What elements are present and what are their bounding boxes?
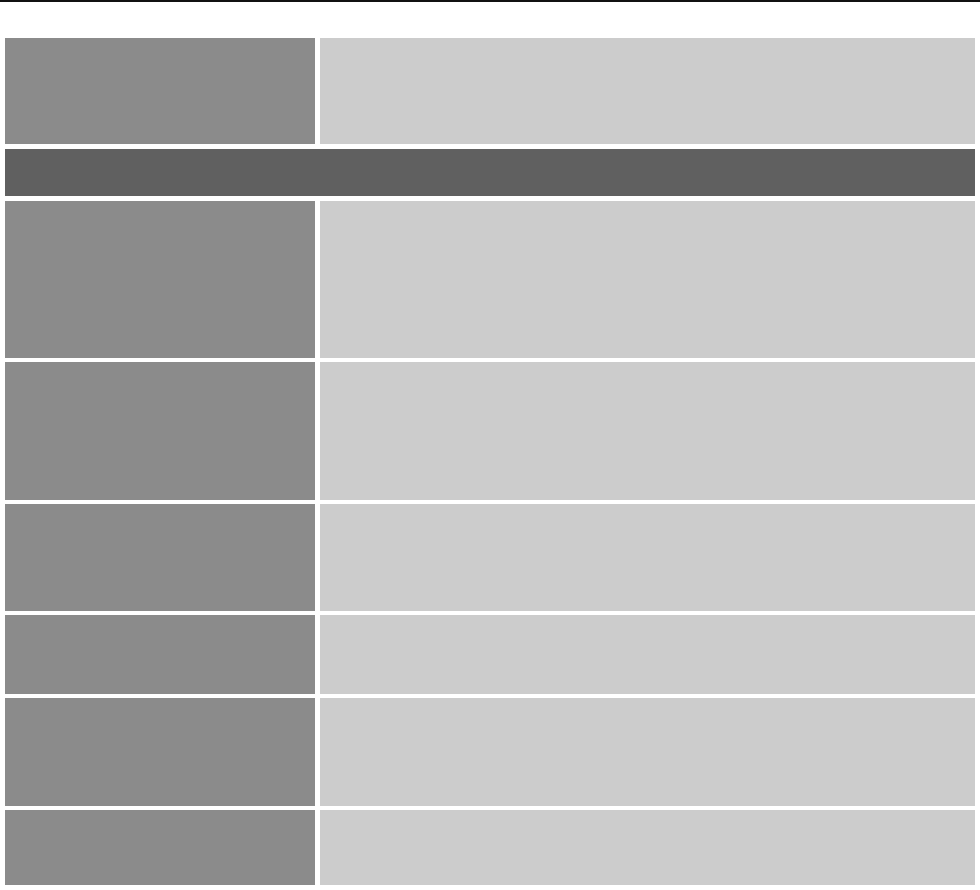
section-header — [5, 149, 975, 196]
row-key-cell — [5, 38, 315, 144]
row-value-cell — [320, 504, 975, 611]
row-value-cell — [320, 201, 975, 358]
row-value-cell — [320, 362, 975, 500]
row-key-cell — [5, 698, 315, 806]
row-value-cell — [320, 698, 975, 806]
row-key-cell — [5, 504, 315, 611]
top-rule — [0, 0, 980, 2]
row-value-cell — [320, 810, 975, 885]
row-key-cell — [5, 201, 315, 358]
row-value-cell — [320, 38, 975, 144]
row-value-cell — [320, 615, 975, 694]
row-key-cell — [5, 615, 315, 694]
row-key-cell — [5, 810, 315, 885]
row-key-cell — [5, 362, 315, 500]
